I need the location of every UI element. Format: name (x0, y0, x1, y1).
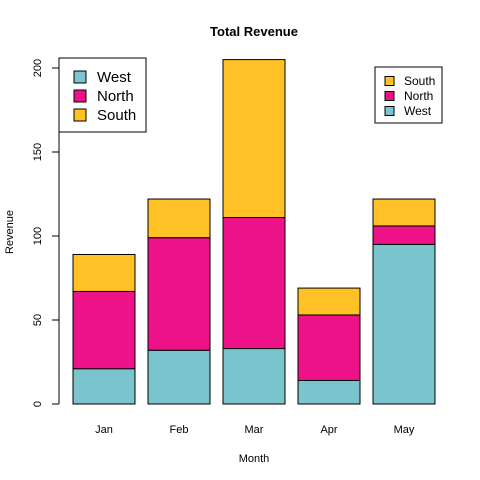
chart-title: Total Revenue (210, 24, 298, 39)
bar-west-feb (147, 349, 211, 405)
bar-south-feb (147, 198, 211, 239)
bar-south-apr (297, 287, 361, 316)
bar-south-jan (72, 253, 136, 292)
x-tick-labels: Jan Feb Mar Apr May (95, 424, 415, 436)
y-axis-label: Revenue (4, 210, 16, 254)
bar-west-mar (222, 348, 286, 405)
legend-label-west: West (404, 104, 432, 118)
bar-south-may (372, 198, 436, 227)
bar-north-may (372, 225, 436, 245)
bar-north-mar (222, 217, 286, 350)
legend-label-west: West (97, 69, 132, 86)
legend-label-north: North (97, 88, 134, 105)
y-tick-label: 100 (32, 227, 44, 245)
x-tick-label: May (394, 424, 415, 436)
y-axis: 0 50 100 150 200 (32, 59, 60, 407)
y-tick-label: 150 (32, 143, 44, 161)
x-axis-label: Month (239, 453, 270, 465)
legend-label-north: North (404, 89, 433, 103)
bar-west-may (372, 243, 436, 405)
legend-swatch-south (73, 108, 87, 122)
legend-swatch-south (384, 76, 395, 86)
y-tick-label: 200 (32, 59, 44, 77)
bar-west-apr (297, 379, 361, 405)
legend-swatch-north (73, 89, 87, 103)
legend-label-south: South (404, 74, 435, 88)
bar-north-feb (147, 237, 211, 351)
bar-west-jan (72, 368, 136, 405)
bar-north-apr (297, 314, 361, 381)
legend-swatch-west (73, 70, 87, 84)
y-tick-label: 50 (32, 314, 44, 326)
bar-north-jan (72, 290, 136, 370)
legend-top-left: West North South (58, 57, 147, 133)
x-tick-label: Feb (170, 424, 189, 436)
x-tick-label: Apr (320, 424, 337, 436)
x-tick-label: Mar (245, 424, 264, 436)
legend-swatch-north (384, 91, 395, 101)
x-tick-label: Jan (95, 424, 113, 436)
legend-swatch-west (384, 106, 395, 116)
legend-label-south: South (97, 107, 136, 124)
y-tick-label: 0 (32, 401, 44, 407)
bars (72, 59, 436, 405)
bar-south-mar (222, 59, 286, 219)
